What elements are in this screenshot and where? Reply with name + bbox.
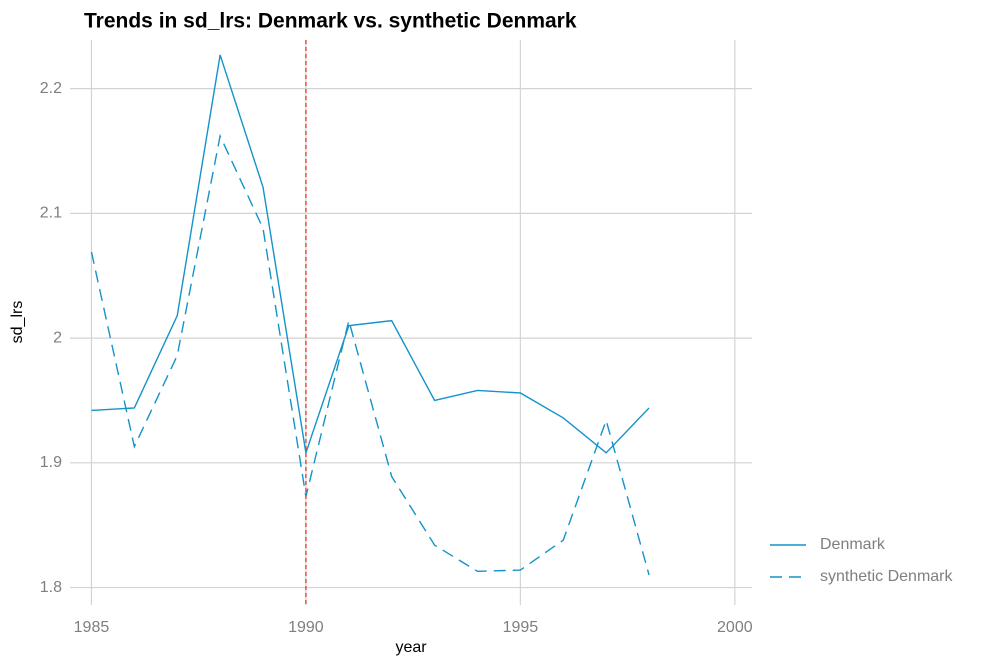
y-tick-label: 1.8 <box>40 579 62 596</box>
y-tick-label: 2.1 <box>40 205 62 222</box>
y-tick-label: 2.2 <box>40 80 62 97</box>
legend-label: synthetic Denmark <box>820 568 953 585</box>
legend-label: Denmark <box>820 536 886 553</box>
chart-title: Trends in sd_lrs: Denmark vs. synthetic … <box>84 10 577 33</box>
x-axis-label: year <box>395 639 427 656</box>
x-tick-label: 1985 <box>74 619 110 636</box>
y-axis-label: sd_lrs <box>9 301 26 344</box>
x-tick-label: 2000 <box>717 619 753 636</box>
series-line <box>91 54 650 454</box>
series-line <box>90 133 650 576</box>
y-tick-label: 1.9 <box>40 454 62 471</box>
x-tick-label: 1995 <box>503 619 539 636</box>
y-tick-label: 2 <box>53 329 62 346</box>
x-tick-label: 1990 <box>288 619 324 636</box>
